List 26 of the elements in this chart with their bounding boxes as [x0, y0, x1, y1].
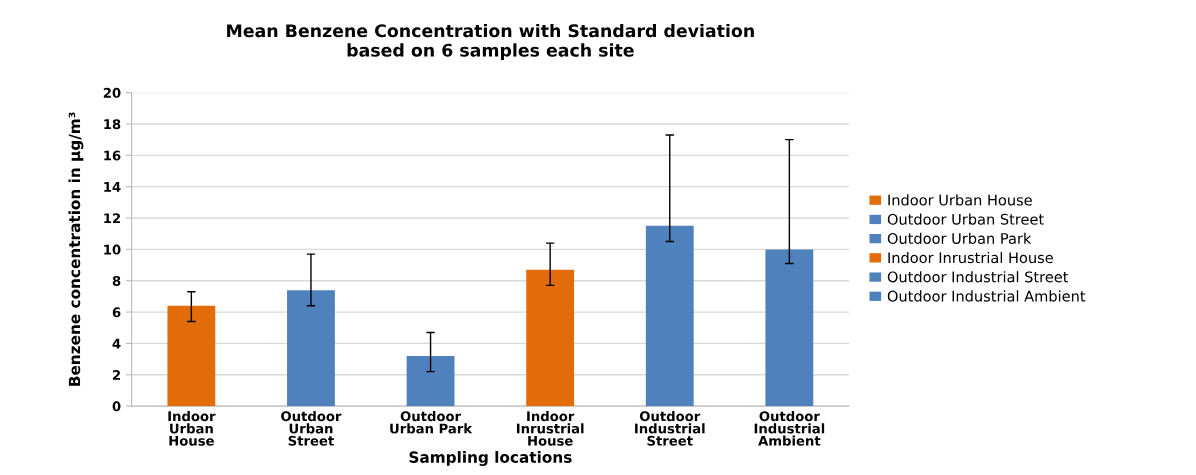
legend-label: Outdoor Industrial Ambient: [887, 290, 1086, 302]
y-tick-label: 12: [104, 213, 120, 224]
y-tick-label: 14: [104, 182, 121, 192]
y-tick-label: 6: [112, 307, 121, 318]
x-axis-title: Sampling locations: [409, 451, 572, 466]
chart-title: Mean Benzene Concentration with Standard deviation based on 6 samples each site: [227, 23, 754, 61]
y-tick-label: 8: [112, 275, 121, 286]
y-tick-label: 18: [104, 119, 121, 130]
legend-label: Outdoor Urban Street: [887, 213, 1044, 225]
legend-label: Outdoor Urban Park: [887, 232, 1032, 244]
x-tick-label: Outdoor Industrial Street: [635, 410, 705, 446]
x-tick-label: Outdoor Industrial Ambient: [754, 410, 825, 446]
x-tick-label: Indoor Inrustrial House: [516, 410, 584, 446]
y-tick-label: 20: [103, 87, 121, 98]
x-tick-label: Outdoor Urban Park: [390, 410, 473, 434]
y-tick-label: 0: [112, 401, 121, 412]
y-tick-label: 10: [104, 244, 121, 255]
legend-label: Indoor Inrustrial House: [888, 251, 1053, 264]
y-tick-label: 4: [112, 338, 121, 349]
legend-label: Outdoor Industrial Street: [887, 271, 1069, 283]
y-tick-label: 2: [113, 370, 120, 380]
legend-label: Indoor Urban House: [888, 194, 1032, 206]
y-axis-title: Benzene concentration in μg/m³: [68, 112, 84, 386]
x-tick-label: Outdoor Urban Street: [281, 410, 342, 446]
x-tick-label: Indoor Urban House: [168, 410, 216, 446]
y-tick-label: 16: [104, 150, 121, 161]
